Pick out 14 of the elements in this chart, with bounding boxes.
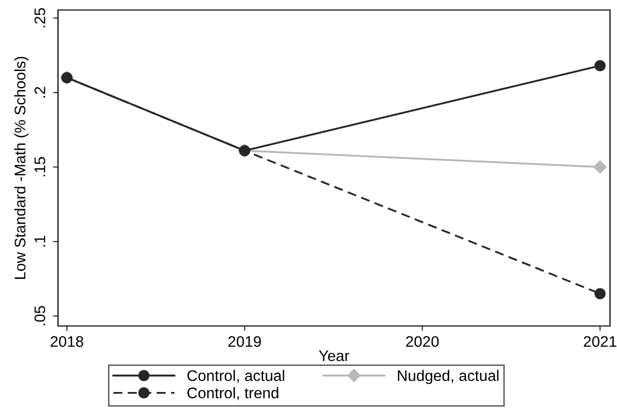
x-tick-label: 2021: [584, 336, 616, 347]
x-tick-label: 2018: [50, 336, 84, 347]
legend-label: Control, actual: [187, 370, 284, 383]
x-tick-label: 2020: [406, 336, 439, 347]
legend-label: Nudged, actual: [398, 370, 498, 384]
y-tick-label: .1: [34, 236, 46, 246]
x-tick-label: 2019: [228, 336, 261, 347]
y-tick-label: .05: [34, 306, 46, 326]
x-axis-title: Year: [318, 350, 350, 362]
y-tick-label: .15: [34, 157, 46, 176]
y-tick-label: .2: [34, 86, 46, 98]
y-axis-title: Low Standard -Math (% Schools): [14, 56, 28, 279]
legend-label: Control, trend: [187, 387, 278, 400]
y-tick-label: .25: [34, 8, 46, 28]
